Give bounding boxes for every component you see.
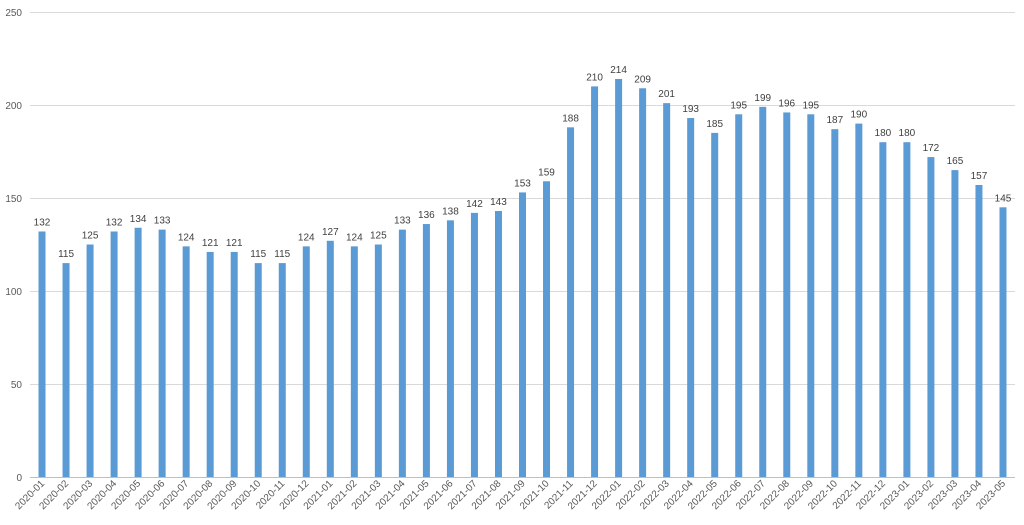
- bar: [687, 118, 695, 478]
- y-tick-label: 0: [16, 473, 22, 484]
- data-label: 121: [226, 238, 243, 249]
- bar: [134, 227, 142, 477]
- bar: [783, 112, 791, 477]
- data-labels: 132 115 125 132 134 133 124 121 121 115 115 124 127 1…: [34, 65, 1012, 260]
- bar: [182, 246, 190, 477]
- data-label: 214: [610, 65, 627, 76]
- bar: [567, 127, 575, 477]
- bars: [38, 78, 1007, 478]
- data-label: 187: [826, 115, 843, 126]
- data-label: 201: [658, 89, 675, 100]
- data-label: 210: [586, 72, 603, 83]
- bar: [398, 229, 406, 477]
- data-label: 190: [850, 110, 867, 121]
- data-label: 157: [971, 171, 988, 182]
- bar: [903, 142, 911, 477]
- data-label: 195: [802, 100, 819, 111]
- data-label: 180: [899, 128, 916, 139]
- bar: [879, 142, 887, 477]
- data-label: 143: [490, 197, 507, 208]
- data-label: 124: [346, 232, 363, 243]
- data-label: 115: [274, 249, 290, 260]
- bar: [302, 246, 310, 477]
- bar: [639, 88, 647, 477]
- bar: [807, 114, 815, 478]
- y-tick-label: 200: [5, 101, 22, 112]
- bar: [494, 211, 502, 477]
- data-label: 132: [34, 217, 51, 228]
- bar: [543, 181, 551, 477]
- y-tick-label: 250: [5, 8, 22, 19]
- bar: [278, 263, 286, 477]
- y-tick-label: 100: [5, 287, 22, 298]
- data-label: 133: [154, 216, 171, 227]
- bar: [759, 106, 767, 478]
- bar: [326, 240, 334, 477]
- bar: [615, 78, 623, 478]
- data-label: 195: [730, 100, 747, 111]
- y-tick-label: 150: [5, 194, 22, 205]
- bar: [831, 129, 839, 477]
- bar: [38, 231, 46, 477]
- data-label: 115: [250, 249, 266, 260]
- data-label: 124: [178, 232, 195, 243]
- bar: [975, 184, 983, 478]
- y-axis-ticks: 0 50 100 150 200 250: [5, 8, 22, 484]
- bar: [711, 132, 719, 477]
- data-label: 124: [298, 232, 315, 243]
- data-label: 136: [418, 210, 435, 221]
- data-label: 127: [322, 227, 339, 238]
- data-label: 145: [995, 193, 1012, 204]
- data-label: 153: [514, 178, 531, 189]
- bar: [230, 251, 238, 477]
- data-label: 196: [778, 98, 795, 109]
- data-label: 125: [370, 231, 387, 242]
- data-label: 193: [682, 104, 699, 115]
- bar: [350, 246, 358, 477]
- data-label: 134: [130, 214, 147, 225]
- bar: [999, 207, 1007, 478]
- data-label: 199: [754, 93, 771, 104]
- bar: [951, 170, 959, 477]
- data-label: 133: [394, 216, 411, 227]
- bar: [422, 224, 430, 477]
- bar: [158, 229, 166, 477]
- bar: [927, 157, 935, 477]
- data-label: 138: [442, 206, 459, 217]
- x-axis-ticks: 2020-012020-022020-032020-042020-052020-…: [13, 478, 1008, 512]
- bar: [374, 244, 382, 477]
- bar: [62, 263, 70, 477]
- data-label: 185: [706, 119, 723, 130]
- data-label: 132: [106, 217, 123, 228]
- bar: [663, 103, 671, 477]
- bar: [254, 263, 262, 477]
- bar: [86, 244, 94, 477]
- bar: [110, 231, 118, 477]
- data-label: 115: [58, 249, 74, 260]
- data-label: 121: [202, 238, 219, 249]
- data-label: 209: [634, 74, 651, 85]
- bar: [206, 251, 214, 477]
- bar: [446, 220, 454, 477]
- data-label: 159: [538, 167, 555, 178]
- y-tick-label: 50: [11, 380, 23, 391]
- data-label: 125: [82, 231, 99, 242]
- bar: [470, 212, 478, 477]
- data-label: 142: [466, 199, 483, 210]
- data-label: 172: [923, 143, 940, 154]
- data-label: 165: [947, 156, 964, 167]
- data-label: 180: [875, 128, 892, 139]
- data-label: 188: [562, 113, 579, 124]
- bar: [855, 123, 863, 477]
- bar: [735, 114, 743, 478]
- bar: [519, 192, 526, 478]
- bar: [591, 86, 599, 478]
